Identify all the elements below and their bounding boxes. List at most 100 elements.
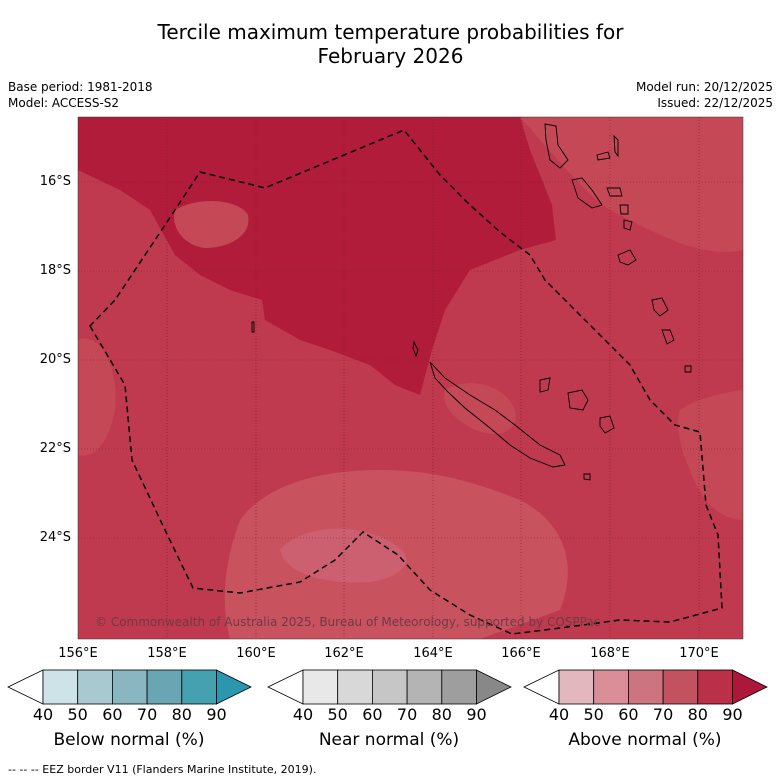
colorbar-swatch <box>628 669 664 705</box>
colorbar-swatch <box>406 669 443 705</box>
lat-label: 24°S <box>39 530 71 545</box>
near-normal-colorbar <box>267 669 512 705</box>
map-title: Tercile maximum temperature probabilitie… <box>0 20 781 68</box>
vanuatu-epi <box>619 204 629 215</box>
model-run: Model run: 20/12/2025 <box>635 80 773 94</box>
colorbar-swatch <box>216 669 252 705</box>
lat-label: 22°S <box>39 441 71 456</box>
probability-field <box>78 117 743 639</box>
base-period: Base period: 1981-2018 <box>8 80 153 94</box>
colorbar-tick: 90 <box>466 705 487 724</box>
new-caledonia-island <box>429 361 566 468</box>
vanuatu-espiritu-santo <box>544 123 569 169</box>
lon-label: 158°E <box>147 646 187 661</box>
below-normal-colorbar <box>7 669 252 705</box>
moderate-probability-region <box>444 382 516 434</box>
meta-left: Base period: 1981-2018 Model: ACCESS-S2 <box>8 79 153 111</box>
vanuatu-aneityum <box>684 365 692 373</box>
colorbar-title: Near normal (%) <box>318 730 460 750</box>
colorbar-tick: 50 <box>583 705 604 724</box>
meta-right: Model run: 20/12/2025 Issued: 22/12/2025 <box>636 79 773 111</box>
loyalty-island-mare <box>599 415 615 434</box>
colorbar-tick: 80 <box>431 705 452 724</box>
colorbar-swatch <box>441 669 477 705</box>
lon-label: 156°E <box>58 646 98 661</box>
colorbar-swatch <box>42 669 79 705</box>
title-line-1: Tercile maximum temperature probabilitie… <box>157 20 624 44</box>
colorbar-tick: 90 <box>206 705 227 724</box>
colorbar-swatch <box>267 669 304 705</box>
model-name: Model: ACCESS-S2 <box>8 96 120 110</box>
colorbar-tick: 70 <box>136 705 158 724</box>
lon-label: 160°E <box>236 646 276 661</box>
colorbar-swatch <box>77 669 113 705</box>
colorbar-title: Above normal (%) <box>568 730 722 750</box>
vanuatu-ambrym <box>606 187 623 197</box>
vanuatu-ambae <box>596 151 611 161</box>
lon-label: 170°E <box>679 646 719 661</box>
moderate-probability-region <box>78 338 116 456</box>
colorbar-swatch <box>146 669 183 705</box>
colorbar-tick: 40 <box>292 705 314 724</box>
colorbar-swatch <box>112 669 148 705</box>
vanuatu-pentecost <box>613 134 619 158</box>
colorbar-tick: 60 <box>362 705 383 724</box>
colorbar-swatch <box>302 669 339 705</box>
lon-label: 168°E <box>590 646 630 661</box>
isle-of-pines <box>583 473 591 481</box>
colorbar-title: Below normal (%) <box>53 730 205 750</box>
lon-label: 162°E <box>324 646 364 661</box>
vanuatu-malekula <box>571 177 603 209</box>
colorbar-tick: 70 <box>396 705 418 724</box>
colorbar-tick: 60 <box>618 705 639 724</box>
vanuatu-efate <box>617 249 637 266</box>
loyalty-island-ouvea <box>539 377 551 393</box>
colorbar-tick: 80 <box>687 705 708 724</box>
colorbar-swatch <box>7 669 44 705</box>
colorbar-tick: 70 <box>652 705 674 724</box>
coastlines <box>251 123 692 481</box>
lat-label: 18°S <box>39 263 71 278</box>
colorbar-tick: 90 <box>722 705 743 724</box>
colorbar-tick: 80 <box>171 705 192 724</box>
vanuatu-erromango <box>651 297 669 317</box>
lat-label: 20°S <box>39 352 71 367</box>
vanuatu-tanna <box>661 329 675 345</box>
map-frame <box>77 116 744 640</box>
colorbar-swatch <box>662 669 699 705</box>
moderate-probability-region <box>520 117 743 252</box>
eez-border <box>89 129 723 635</box>
chesterfield-reef <box>251 321 255 333</box>
colorbar-tick: 40 <box>32 705 54 724</box>
eez-footnote: -- -- -- EEZ border V11 (Flanders Marine… <box>8 763 317 776</box>
moderate-probability-region <box>280 528 407 583</box>
colorbar-swatch <box>181 669 217 705</box>
above-normal-colorbar <box>523 669 768 705</box>
colorbar-swatch <box>732 669 768 705</box>
colorbar-tick: 50 <box>327 705 348 724</box>
vanuatu-small-island <box>623 219 633 231</box>
high-probability-region <box>78 117 556 395</box>
belep-island <box>412 340 419 358</box>
colorbar-tick: 50 <box>67 705 88 724</box>
moderate-probability-region <box>174 200 249 248</box>
moderate-probability-region <box>678 390 743 520</box>
issued-date: Issued: 22/12/2025 <box>657 96 773 110</box>
colorbar-swatch <box>593 669 629 705</box>
colorbar-swatch <box>372 669 408 705</box>
graticule <box>78 117 743 639</box>
colorbar-swatch <box>523 669 560 705</box>
lat-label: 16°S <box>39 174 71 189</box>
lon-label: 164°E <box>413 646 453 661</box>
colorbar-swatch <box>476 669 512 705</box>
colorbar-tick: 60 <box>102 705 123 724</box>
colorbar-swatch <box>337 669 373 705</box>
copyright-notice: © Commonwealth of Australia 2025, Bureau… <box>95 615 600 629</box>
lon-label: 166°E <box>501 646 541 661</box>
title-line-2: February 2026 <box>317 44 464 68</box>
loyalty-island-lifou <box>567 389 589 411</box>
colorbar-swatch <box>558 669 595 705</box>
colorbar-tick: 40 <box>548 705 570 724</box>
colorbar-swatch <box>697 669 733 705</box>
